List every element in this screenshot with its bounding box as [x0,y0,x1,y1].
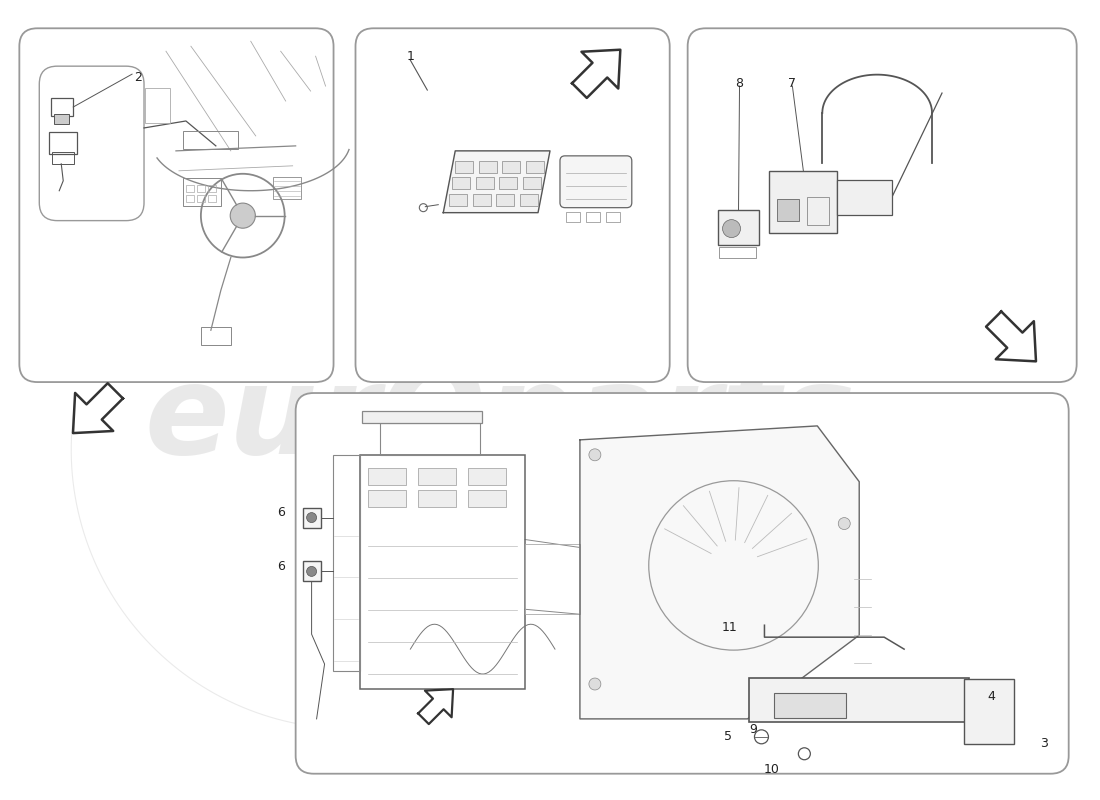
Polygon shape [986,311,1036,362]
Circle shape [230,203,255,228]
Bar [807,197,829,225]
Bar [363,411,482,423]
Text: 11: 11 [722,621,737,634]
Bar [208,185,216,192]
Bar [473,194,491,206]
Polygon shape [73,383,123,433]
Bar [718,246,757,258]
Text: 6: 6 [277,560,285,573]
Bar [186,185,194,192]
Bar [774,693,846,718]
Text: 10: 10 [763,763,780,776]
Bar [197,194,205,202]
Text: 8: 8 [736,77,744,90]
Bar [273,177,300,198]
Bar [332,455,361,671]
Bar [769,170,837,233]
Bar [145,88,170,123]
Bar [208,194,216,202]
Text: 1: 1 [406,50,415,62]
FancyBboxPatch shape [40,66,144,221]
Circle shape [307,513,317,522]
Circle shape [588,678,601,690]
Bar [197,185,205,192]
Bar [566,212,580,222]
Bar [52,98,74,116]
Polygon shape [418,689,453,724]
Bar [586,212,600,222]
Bar [53,152,74,164]
Text: 5: 5 [724,730,732,743]
Bar [455,161,473,173]
Bar [475,178,494,190]
Bar [183,178,221,206]
Circle shape [588,449,601,461]
Bar [496,194,514,206]
Bar [54,114,69,124]
Bar [519,194,538,206]
Text: a passion for parts since 1985: a passion for parts since 1985 [383,534,717,624]
Bar [302,508,320,527]
Text: 6: 6 [277,506,285,519]
Bar [502,161,520,173]
Bar [50,132,77,154]
FancyBboxPatch shape [688,28,1077,382]
Bar [201,327,231,345]
Bar [837,180,892,214]
Text: 7: 7 [789,77,796,90]
FancyBboxPatch shape [355,28,670,382]
Bar [778,198,800,221]
Bar [499,178,517,190]
Text: 3: 3 [1040,738,1047,750]
FancyBboxPatch shape [296,393,1069,774]
Text: eurOparts: eurOparts [144,359,856,481]
Bar [469,490,506,506]
Bar [964,679,1014,744]
Bar [418,490,456,506]
Bar [525,545,580,614]
Text: 4: 4 [987,690,994,703]
Text: 9: 9 [749,723,758,736]
Circle shape [838,518,850,530]
Bar [469,468,506,485]
Circle shape [307,566,317,576]
Bar [478,161,496,173]
Bar [606,212,619,222]
Bar [381,423,481,455]
Polygon shape [443,151,550,213]
Bar [361,455,525,689]
Bar [302,562,320,582]
Bar [186,194,194,202]
Polygon shape [572,50,620,98]
Bar [452,178,470,190]
FancyBboxPatch shape [20,28,333,382]
FancyBboxPatch shape [560,156,631,208]
Bar [368,468,406,485]
Circle shape [723,220,740,238]
Bar [183,131,238,149]
Bar [526,161,543,173]
Bar [368,490,406,506]
Bar [418,468,456,485]
Text: 2: 2 [134,71,142,84]
Polygon shape [580,426,859,719]
Bar [749,678,969,722]
Bar [717,210,759,245]
Bar [522,178,540,190]
Bar [449,194,468,206]
